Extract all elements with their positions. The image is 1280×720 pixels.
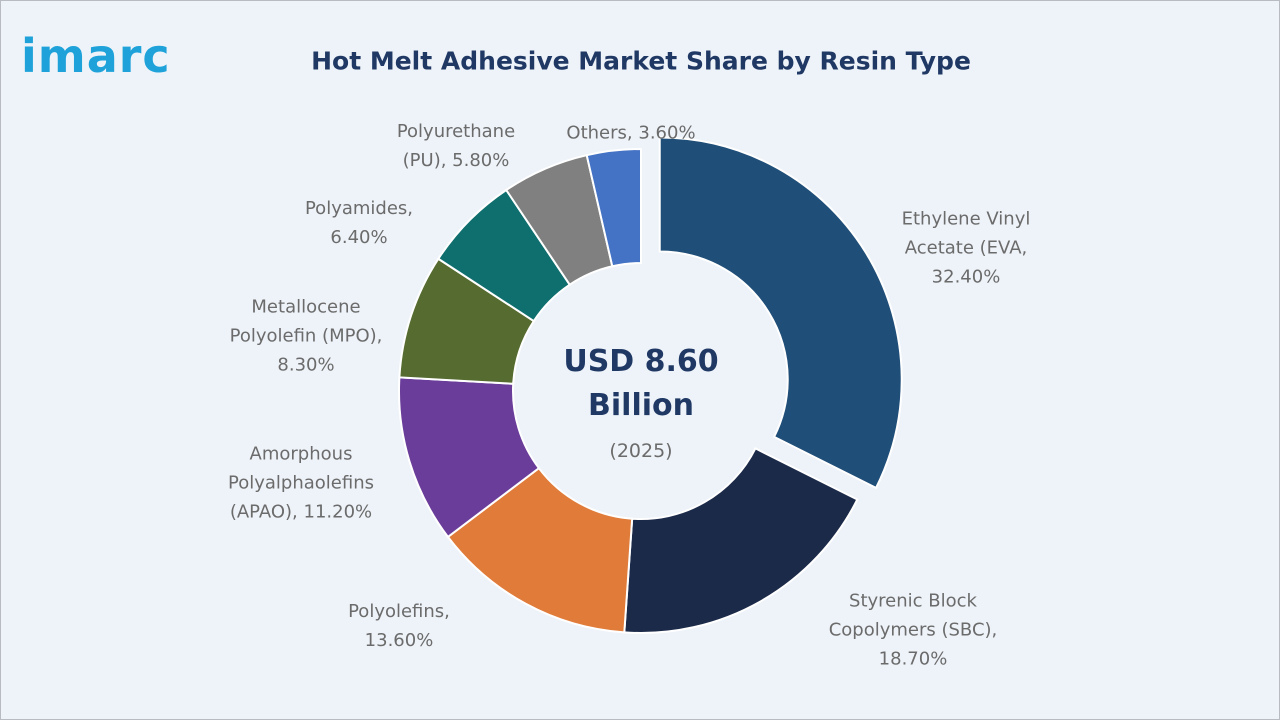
center-text: USD 8.60 Billion (2025) [556,340,726,462]
category-label: Polyamides, [304,198,414,219]
category-label: Metallocene Polyolefin (MPO), [229,296,383,347]
category-label: Ethylene Vinyl Acetate (EVA, [901,208,1031,259]
value-label: 8.30% [277,354,335,376]
category-label: Amorphous Polyalphaolefins (APAO), [228,443,374,523]
category-label: Polyurethane (PU), [396,121,516,171]
chart-title: Hot Melt Adhesive Market Share by Resin … [311,46,971,76]
value-label: 13.60% [364,630,434,651]
value-label: 6.40% [330,227,388,248]
value-label: 11.20% [303,501,373,523]
slice-label: Ethylene Vinyl Acetate (EVA, 32.40% [881,205,1051,292]
slice [585,147,642,268]
category-label: Others, [566,122,633,144]
slice-label: Polyurethane (PU), 5.80% [376,117,536,175]
center-label: USD 8.60 Billion [563,344,719,423]
slice-label: Amorphous Polyalphaolefins (APAO), 11.20… [206,440,396,527]
slice [623,447,859,634]
logo: imarc [21,29,171,83]
value-label: 5.80% [452,150,510,171]
category-label: Styrenic Block Copolymers (SBC), [828,590,998,641]
slice-label: Styrenic Block Copolymers (SBC), 18.70% [818,587,1008,674]
value-label: 18.70% [878,648,948,670]
category-label: Polyolefins, [348,601,450,622]
slice [658,136,903,490]
slice-label: Metallocene Polyolefin (MPO), 8.30% [226,293,386,380]
slice-label: Others, 3.60% [531,119,731,148]
value-label: 3.60% [638,122,696,144]
slice-label: Polyolefins, 13.60% [329,597,469,655]
value-label: 32.40% [931,266,1001,288]
slice-label: Polyamides, 6.40% [294,194,424,252]
center-sublabel: (2025) [609,440,673,462]
